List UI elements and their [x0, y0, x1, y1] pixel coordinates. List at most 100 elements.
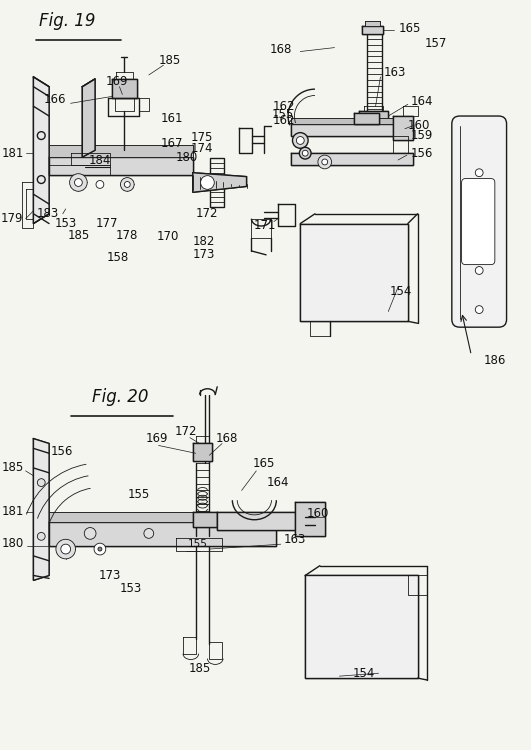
Polygon shape — [49, 522, 276, 546]
Text: 163: 163 — [383, 65, 406, 79]
Polygon shape — [290, 153, 413, 165]
Circle shape — [94, 543, 106, 555]
Text: 185: 185 — [189, 662, 211, 675]
Polygon shape — [49, 512, 276, 522]
Text: 175: 175 — [191, 131, 213, 144]
Text: 155: 155 — [128, 488, 150, 501]
Circle shape — [70, 174, 87, 191]
Text: 168: 168 — [216, 432, 238, 445]
Text: 155: 155 — [271, 107, 294, 121]
Polygon shape — [362, 26, 383, 34]
Text: 154: 154 — [353, 667, 375, 680]
Text: 171: 171 — [253, 219, 276, 232]
Text: 160: 160 — [408, 119, 430, 132]
Circle shape — [299, 147, 311, 159]
FancyBboxPatch shape — [461, 178, 495, 265]
Text: 181: 181 — [1, 506, 24, 518]
Polygon shape — [217, 512, 315, 529]
Text: 165: 165 — [399, 22, 422, 34]
Polygon shape — [49, 157, 193, 175]
Circle shape — [475, 169, 483, 177]
Text: 185: 185 — [67, 229, 90, 242]
Text: 185: 185 — [2, 461, 24, 475]
Text: 159: 159 — [411, 129, 433, 142]
Polygon shape — [49, 146, 193, 157]
Text: Fig. 20: Fig. 20 — [92, 388, 149, 406]
Text: 157: 157 — [424, 38, 447, 50]
Text: 183: 183 — [37, 207, 59, 220]
Circle shape — [144, 529, 153, 538]
Circle shape — [37, 132, 45, 140]
Text: 178: 178 — [116, 229, 139, 242]
Polygon shape — [112, 79, 137, 98]
Circle shape — [475, 306, 483, 314]
Text: 177: 177 — [96, 217, 118, 230]
Polygon shape — [290, 118, 413, 124]
Text: 162: 162 — [273, 115, 295, 128]
Circle shape — [56, 539, 75, 559]
Circle shape — [37, 176, 45, 184]
Circle shape — [302, 150, 308, 156]
Text: 168: 168 — [270, 43, 293, 56]
Polygon shape — [295, 503, 325, 536]
Polygon shape — [193, 172, 246, 192]
Text: 181: 181 — [1, 147, 24, 160]
Polygon shape — [359, 111, 388, 124]
FancyBboxPatch shape — [452, 116, 507, 327]
Circle shape — [37, 532, 45, 540]
Polygon shape — [305, 575, 417, 678]
Text: Fig. 19: Fig. 19 — [39, 12, 96, 30]
Text: 153: 153 — [55, 217, 77, 230]
Text: 164: 164 — [267, 476, 289, 489]
Text: 167: 167 — [160, 137, 183, 150]
Text: 170: 170 — [157, 230, 179, 243]
Text: 182: 182 — [193, 235, 215, 248]
Text: 155: 155 — [188, 539, 208, 549]
Circle shape — [74, 178, 82, 187]
Polygon shape — [193, 512, 217, 526]
Text: 163: 163 — [284, 532, 306, 546]
Text: 172: 172 — [175, 425, 197, 438]
Text: 156: 156 — [411, 147, 433, 160]
Text: 180: 180 — [2, 537, 24, 550]
Text: 184: 184 — [89, 154, 111, 166]
Circle shape — [84, 527, 96, 539]
Polygon shape — [290, 124, 413, 136]
Text: 158: 158 — [106, 251, 129, 264]
Polygon shape — [365, 21, 380, 26]
Text: 166: 166 — [43, 93, 66, 106]
Circle shape — [201, 176, 215, 189]
Circle shape — [475, 266, 483, 274]
Polygon shape — [33, 439, 49, 580]
Circle shape — [121, 178, 134, 191]
Text: 186: 186 — [484, 354, 506, 367]
Text: 153: 153 — [120, 582, 142, 595]
Text: 179: 179 — [1, 212, 24, 225]
Text: 165: 165 — [253, 457, 275, 470]
Circle shape — [98, 547, 102, 551]
Text: 161: 161 — [160, 112, 183, 125]
Polygon shape — [393, 116, 413, 140]
Text: 164: 164 — [411, 94, 433, 108]
Text: 154: 154 — [390, 286, 412, 298]
Text: 172: 172 — [196, 207, 218, 220]
Text: 169: 169 — [145, 432, 168, 445]
Polygon shape — [301, 224, 408, 321]
Polygon shape — [193, 443, 212, 461]
Polygon shape — [354, 113, 379, 124]
Circle shape — [322, 159, 328, 165]
Bar — [210, 158, 224, 207]
Text: 173: 173 — [193, 248, 215, 261]
Text: 160: 160 — [307, 508, 330, 520]
Text: 156: 156 — [51, 445, 73, 458]
Circle shape — [37, 478, 45, 487]
Text: 180: 180 — [176, 151, 199, 164]
Circle shape — [296, 136, 304, 144]
Circle shape — [96, 181, 104, 188]
Text: 169: 169 — [105, 75, 128, 88]
Circle shape — [293, 133, 308, 148]
Circle shape — [124, 182, 130, 188]
Polygon shape — [33, 77, 49, 224]
Circle shape — [61, 544, 71, 554]
Circle shape — [318, 155, 331, 169]
